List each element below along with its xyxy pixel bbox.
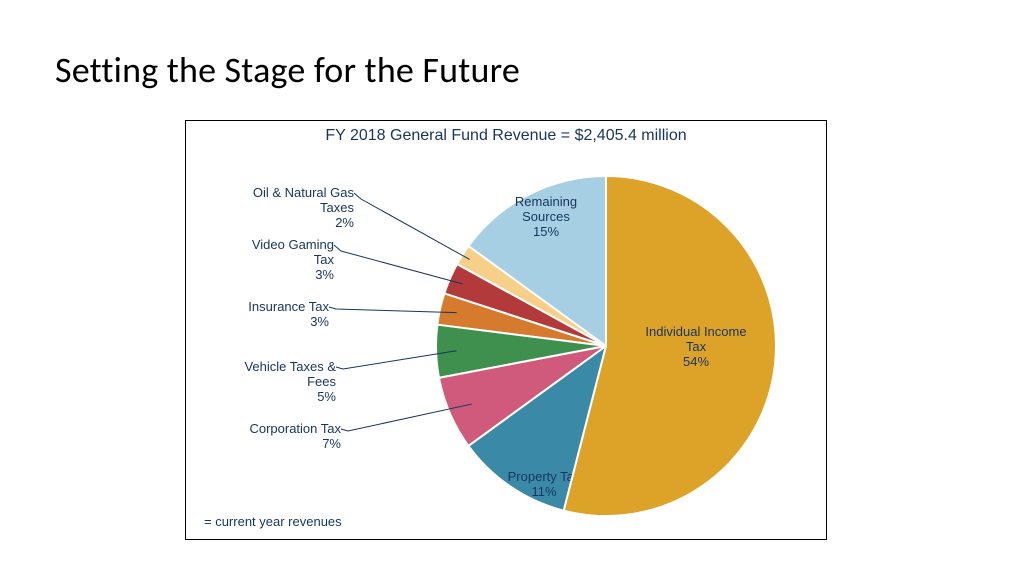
slice-label-vehicle: Vehicle Taxes &Fees5% [244,359,336,404]
leader-video_gaming [334,245,462,284]
slice-label-oil_gas: Oil & Natural GasTaxes2% [253,185,355,230]
slide-title: Setting the Stage for the Future [55,48,520,92]
slice-label-corporation: Corporation Tax7% [249,421,341,451]
leader-oil_gas [354,193,470,259]
slice-label-video_gaming: Video GamingTax3% [252,237,335,282]
pie-chart: RemainingSources15%Oil & Natural GasTaxe… [186,121,826,539]
slide: Setting the Stage for the Future FY 2018… [0,0,1024,576]
chart-container: FY 2018 General Fund Revenue = $2,405.4 … [185,120,827,540]
leader-insurance [329,307,457,313]
slice-label-insurance: Insurance Tax3% [248,299,329,329]
chart-footnote: = current year revenues [204,514,342,529]
